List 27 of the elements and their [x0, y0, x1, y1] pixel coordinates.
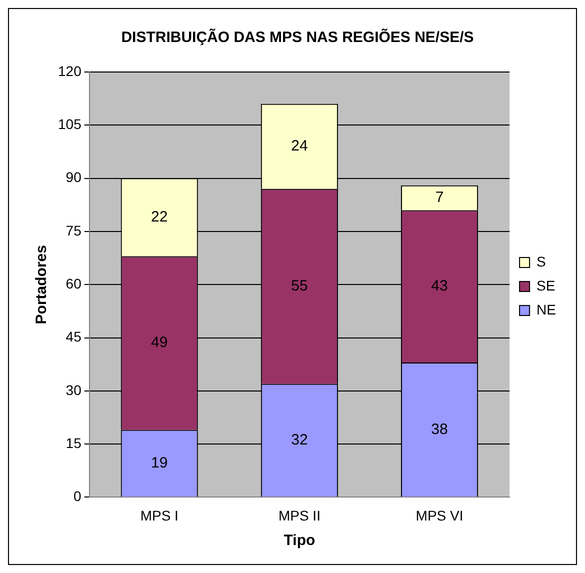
x-axis-title: Tipo [284, 532, 316, 550]
data-label: 43 [431, 278, 448, 295]
y-tick-label: 120 [58, 62, 82, 79]
y-tick-label: 15 [66, 434, 82, 451]
data-label: 38 [431, 420, 448, 438]
y-tick-label: 45 [66, 328, 82, 345]
y-axis-title: Portadores [33, 245, 50, 324]
data-label: 49 [151, 334, 168, 352]
y-tick-label: 60 [66, 275, 82, 292]
x-tick-label: MPS II [278, 507, 320, 524]
data-label: 24 [291, 138, 308, 155]
data-label: 55 [291, 278, 308, 295]
y-tick-label: 0 [74, 488, 82, 504]
legend-label: S [536, 253, 546, 270]
legend-label: NE [536, 301, 556, 318]
x-tick-label: MPS I [140, 507, 178, 524]
data-label: 22 [151, 208, 168, 226]
legend-label: SE [536, 277, 556, 294]
y-tick-label: 75 [66, 222, 82, 238]
y-tick-label: 105 [58, 116, 82, 132]
chart-title: DISTRIBUIÇÃO DAS MPS NAS REGIÕES NE/SE/S [121, 28, 474, 46]
y-tick-label: 30 [66, 382, 82, 398]
data-label: 19 [151, 454, 168, 472]
data-label: 32 [291, 431, 308, 448]
data-label: 7 [435, 188, 444, 206]
y-tick-label: 90 [66, 169, 82, 186]
x-tick-label: MPS VI [416, 507, 464, 524]
